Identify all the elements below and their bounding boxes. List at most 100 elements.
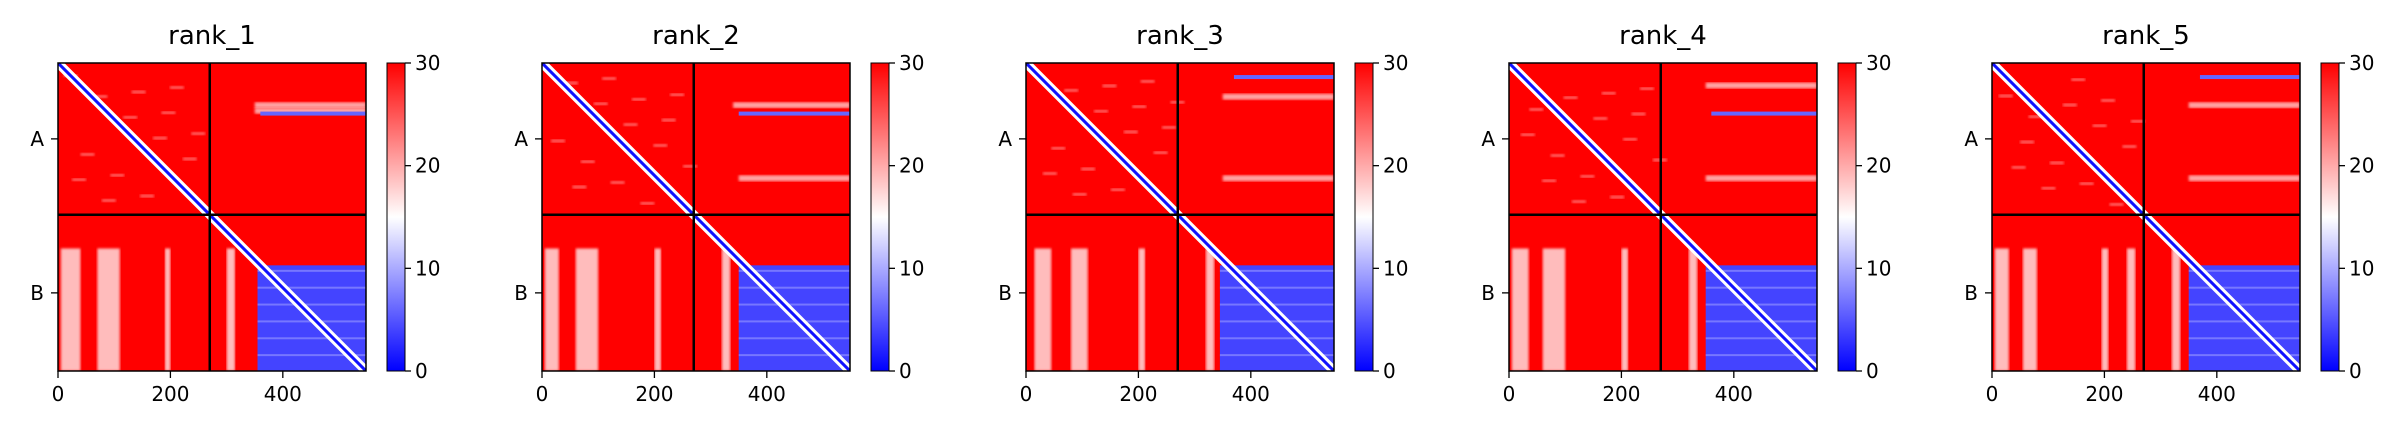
pae-block-row-0 xyxy=(1219,269,1334,272)
colorbar-tick-label: 10 xyxy=(2349,256,2374,280)
pae-texture-7 xyxy=(1132,105,1147,109)
pae-block-row-2 xyxy=(738,303,850,306)
pae-texture-11 xyxy=(110,173,125,177)
pae-texture-3 xyxy=(653,143,668,147)
pae-texture-6 xyxy=(1601,91,1616,95)
x-tick-label: 400 xyxy=(264,382,302,406)
pae-dot-row-0 xyxy=(1233,75,1334,80)
pae-texture-7 xyxy=(631,97,646,101)
pae-band-0 xyxy=(2188,102,2300,109)
pae-texture-13 xyxy=(2028,115,2043,119)
colorbar-tick-label: 10 xyxy=(1866,256,1891,280)
panel-title: rank_2 xyxy=(652,21,740,51)
pae-band-1 xyxy=(254,107,366,114)
diagonal-line xyxy=(542,63,850,371)
pae-block-row-1 xyxy=(1705,286,1817,289)
pae-texture-9 xyxy=(550,139,565,143)
pae-texture-2 xyxy=(1123,130,1138,134)
pae-stripe-0 xyxy=(1511,248,1529,371)
pae-stripe-1 xyxy=(2022,248,2037,371)
heatmap-cells xyxy=(1026,63,1334,371)
diagonal-line xyxy=(1026,63,1334,371)
pae-texture-4 xyxy=(683,164,698,168)
colorbar xyxy=(386,62,406,372)
x-tick-label: 0 xyxy=(52,382,65,406)
axes-frame xyxy=(1508,62,1818,372)
pae-band-0 xyxy=(1705,82,1817,89)
pae-texture-4 xyxy=(1042,172,1057,176)
colorbar-tick-label: 30 xyxy=(1866,51,1891,75)
pae-block-row-4 xyxy=(1705,337,1817,340)
pae-block-row-4 xyxy=(1219,337,1334,340)
pae-stripe-3 xyxy=(1205,248,1215,371)
diagonal-line xyxy=(1992,63,2300,371)
colorbar-tick-label: 30 xyxy=(415,51,440,75)
pae-texture-0 xyxy=(1064,88,1079,92)
pae-texture-1 xyxy=(1094,109,1109,113)
colorbar-tick-label: 20 xyxy=(1866,154,1891,178)
pae-texture-9 xyxy=(2049,161,2064,165)
pae-block-row-1 xyxy=(738,286,850,289)
pae-texture-4 xyxy=(182,157,197,161)
heatmap-cells xyxy=(1509,63,1817,371)
panel-rank_3: rank_3 0 200 400 A B 0 10 20 30 xyxy=(998,21,1408,406)
x-tick-label: 200 xyxy=(635,382,673,406)
pae-block-row-0 xyxy=(738,269,850,272)
pae-texture-6 xyxy=(602,77,617,81)
chain-label-A: A xyxy=(1481,127,1495,151)
pae-texture-5 xyxy=(2071,78,2086,82)
pae-texture-12 xyxy=(1639,87,1654,91)
colorbar-tick-label: 10 xyxy=(1383,256,1408,280)
pae-stripe-4 xyxy=(2171,248,2181,371)
colorbar xyxy=(870,62,890,372)
colorbar-tick-label: 0 xyxy=(1866,359,1879,383)
pae-texture-11 xyxy=(2109,202,2124,206)
pae-stripe-1 xyxy=(1070,248,1088,371)
pae-texture-8 xyxy=(1162,125,1177,129)
pae-texture-11 xyxy=(610,181,625,185)
x-tick-label: 400 xyxy=(2198,382,2236,406)
panel-rank_5: rank_5 0 200 400 A B 0 10 20 30 xyxy=(1964,21,2374,406)
x-tick-label: 200 xyxy=(1119,382,1157,406)
pae-texture-6 xyxy=(101,199,116,203)
pae-diagonal xyxy=(1509,63,1817,371)
x-tick-label: 200 xyxy=(2085,382,2123,406)
pae-band-1 xyxy=(1705,175,1817,182)
pae-texture-12 xyxy=(640,201,655,205)
pae-band-0 xyxy=(254,102,366,109)
pae-texture-8 xyxy=(661,118,676,122)
colorbar xyxy=(1354,62,1374,372)
chain-label-B: B xyxy=(998,281,1012,305)
x-tick-label: 0 xyxy=(1986,382,1999,406)
pae-texture-12 xyxy=(140,194,155,198)
pae-block-row-2 xyxy=(2188,303,2300,306)
pae-texture-2 xyxy=(2122,145,2137,149)
chain-label-A: A xyxy=(1964,127,1978,151)
pae-texture-10 xyxy=(80,152,95,156)
x-tick-label: 200 xyxy=(151,382,189,406)
pae-texture-5 xyxy=(1072,192,1087,196)
pae-block-row-0 xyxy=(2188,269,2300,272)
pae-texture-7 xyxy=(2130,119,2145,123)
pae-texture-6 xyxy=(2101,98,2116,102)
pae-block-row-2 xyxy=(1705,303,1817,306)
colorbar-tick-label: 30 xyxy=(2349,51,2374,75)
pae-texture-1 xyxy=(1593,116,1608,120)
pae-texture-9 xyxy=(1051,146,1066,150)
x-tick-label: 400 xyxy=(1232,382,1270,406)
chain-label-B: B xyxy=(30,281,44,305)
chain-label-B: B xyxy=(514,281,528,305)
pae-texture-8 xyxy=(2020,140,2035,144)
axes-frame xyxy=(1991,62,2301,372)
pae-block-row-5 xyxy=(1219,354,1334,357)
colorbar-tick-label: 20 xyxy=(899,154,924,178)
pae-block-row-2 xyxy=(1219,303,1334,306)
heatmap-cells xyxy=(58,63,366,371)
colorbar xyxy=(2320,62,2340,372)
colorbar xyxy=(1837,62,1857,372)
pae-stripe-0 xyxy=(1994,248,2009,371)
pae-block-row-1 xyxy=(257,286,366,289)
pae-block-row-4 xyxy=(257,337,366,340)
